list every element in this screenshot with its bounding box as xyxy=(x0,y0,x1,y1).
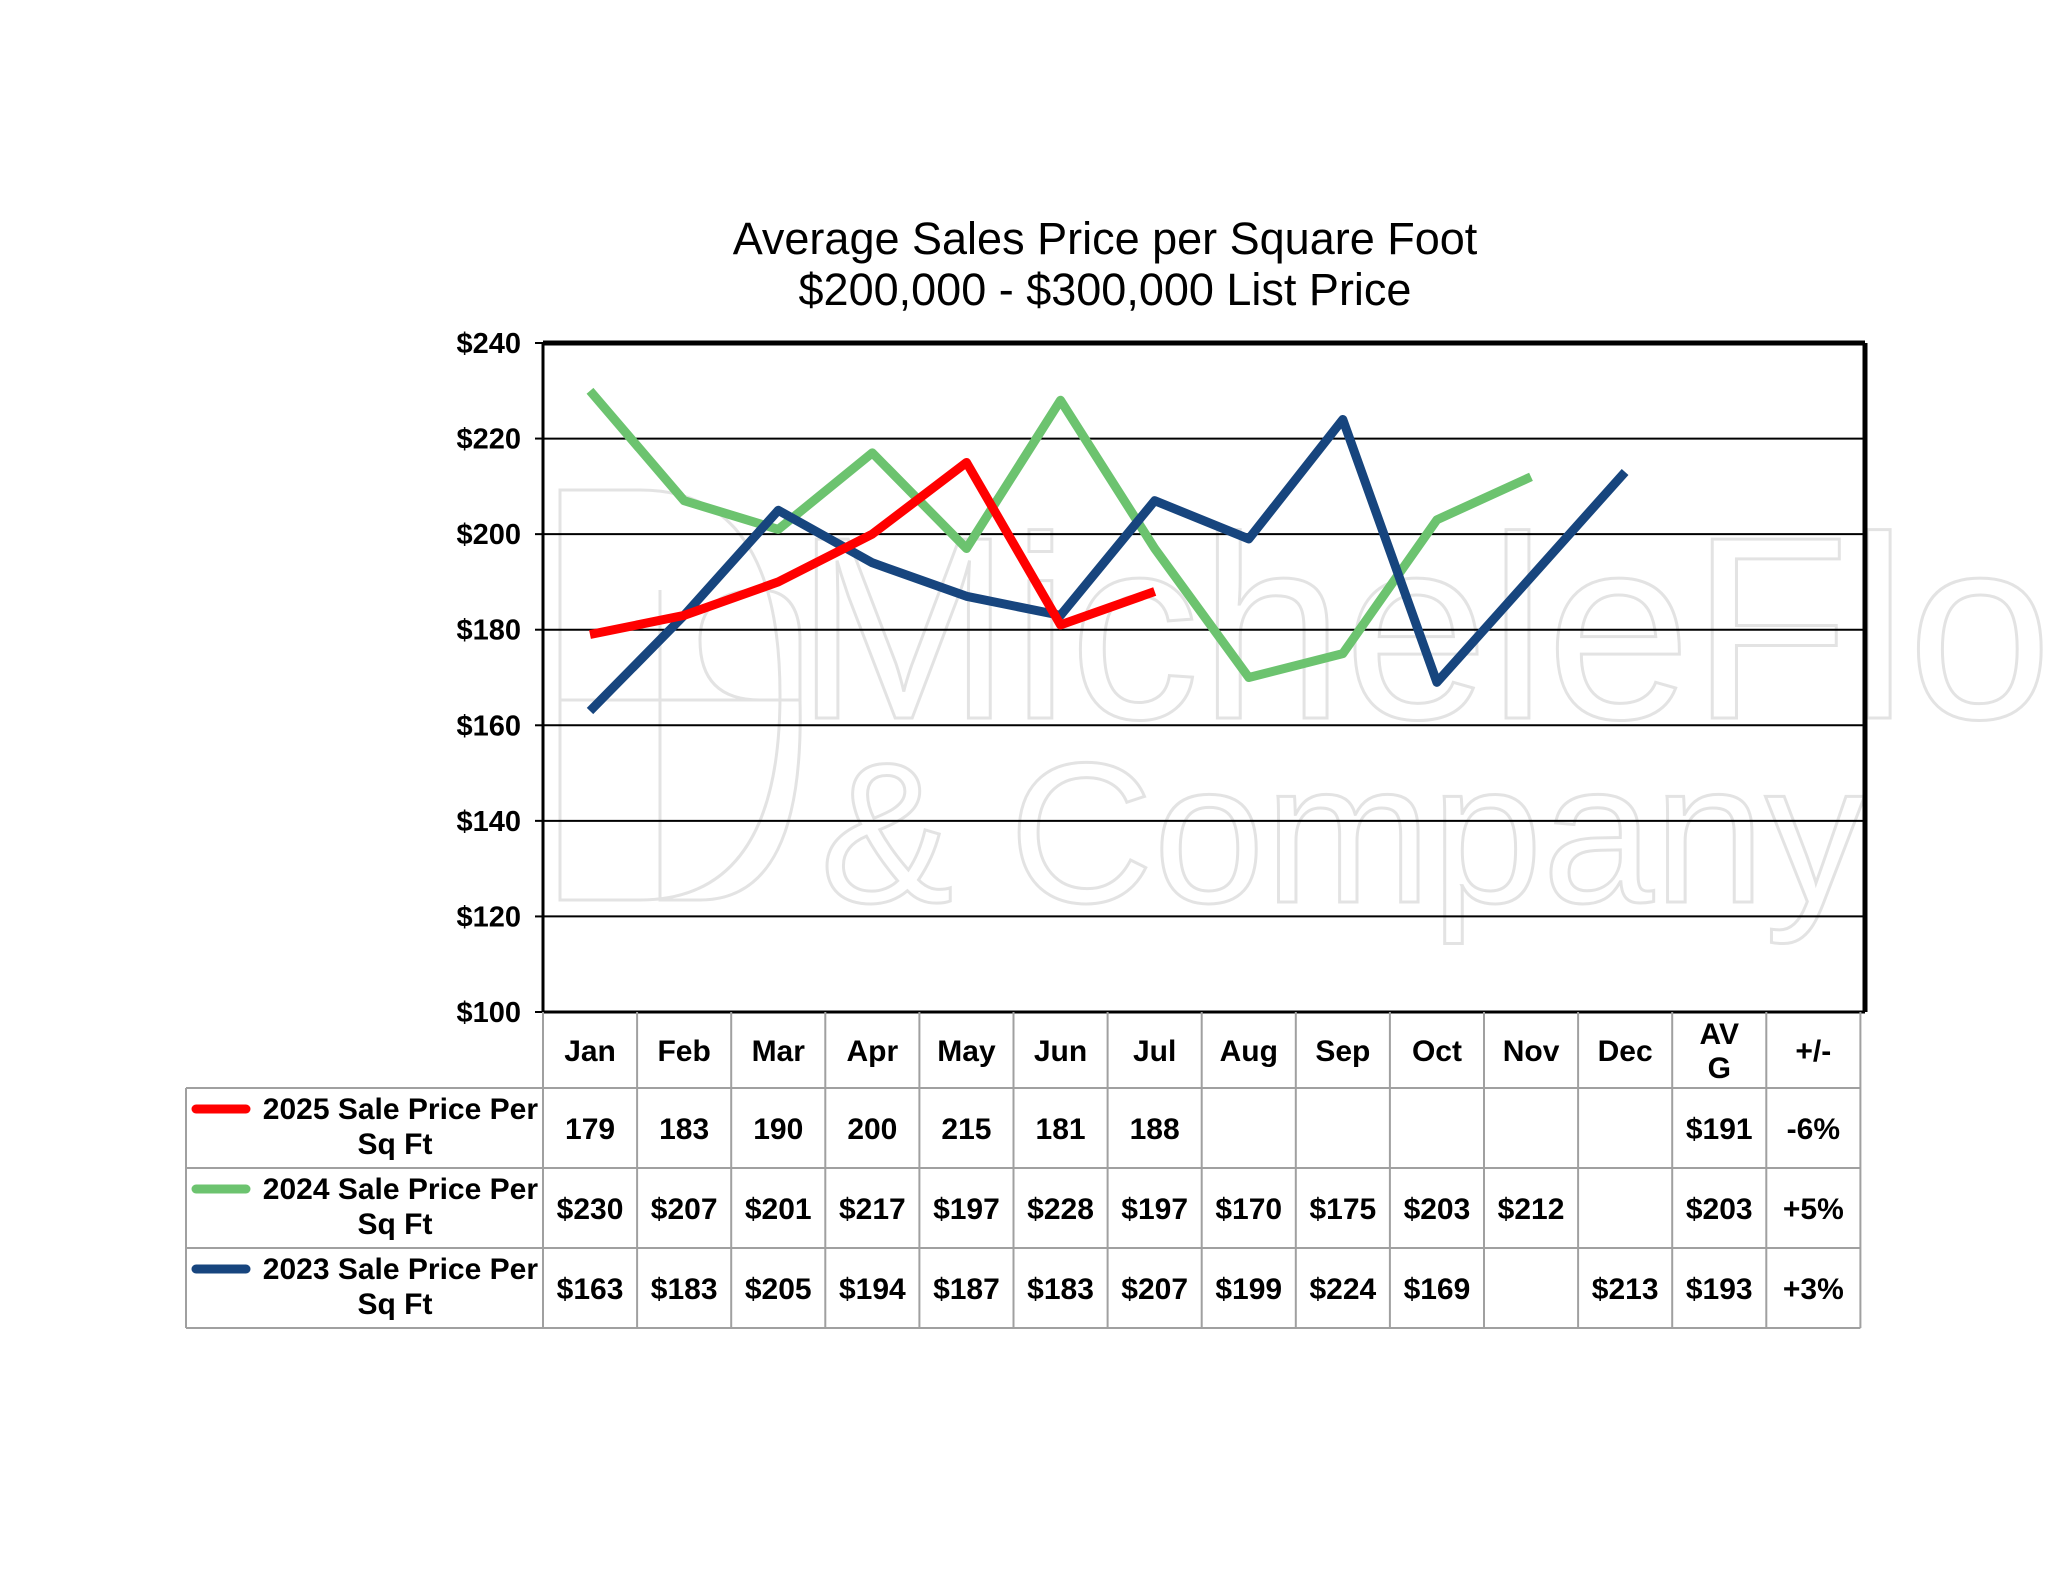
x-tick-label: Dec xyxy=(1598,1035,1653,1068)
x-tick-label: Mar xyxy=(752,1035,806,1068)
avg-header: AV xyxy=(1700,1018,1739,1051)
y-tick-label: $200 xyxy=(456,519,521,551)
change-value: +3% xyxy=(1783,1273,1844,1306)
legend-label-2-line2: Sq Ft xyxy=(358,1288,433,1321)
data-label: $212 xyxy=(1498,1193,1565,1226)
x-tick-label: Aug xyxy=(1220,1035,1278,1068)
y-tick-label: $140 xyxy=(456,806,521,838)
data-label: $183 xyxy=(1027,1273,1094,1306)
watermark-line2: & Company xyxy=(820,722,1865,945)
watermark-logo: MicheleFlory & Company xyxy=(560,484,2048,945)
avg-value: $203 xyxy=(1686,1193,1753,1226)
legend-label-1-line2: Sq Ft xyxy=(358,1208,433,1241)
data-label: $203 xyxy=(1404,1193,1471,1226)
data-label: $194 xyxy=(839,1273,906,1306)
x-tick-label: May xyxy=(937,1035,996,1068)
data-label: $199 xyxy=(1215,1273,1282,1306)
change-value: -6% xyxy=(1787,1113,1840,1146)
change-value: +5% xyxy=(1783,1193,1844,1226)
data-label: $201 xyxy=(745,1193,812,1226)
data-label: $197 xyxy=(1121,1193,1188,1226)
data-label: 215 xyxy=(941,1113,991,1146)
y-tick-label: $120 xyxy=(456,901,521,933)
data-label: $170 xyxy=(1215,1193,1282,1226)
avg-header-line2: G xyxy=(1708,1052,1731,1085)
x-tick-label: Feb xyxy=(657,1035,710,1068)
legend-label-0-line2: Sq Ft xyxy=(358,1128,433,1161)
x-tick-label: Jul xyxy=(1133,1035,1176,1068)
data-label: $213 xyxy=(1592,1273,1659,1306)
data-label: 179 xyxy=(565,1113,615,1146)
x-tick-label: Jun xyxy=(1034,1035,1087,1068)
avg-value: $191 xyxy=(1686,1113,1753,1146)
x-tick-label: Sep xyxy=(1315,1035,1370,1068)
data-label: $183 xyxy=(651,1273,718,1306)
legend-label-1: 2024 Sale Price Per xyxy=(263,1173,539,1206)
data-label: $224 xyxy=(1309,1273,1376,1306)
data-label: 183 xyxy=(659,1113,709,1146)
data-label: $175 xyxy=(1309,1193,1376,1226)
change-header: +/- xyxy=(1795,1035,1831,1068)
data-label: 188 xyxy=(1130,1113,1180,1146)
data-label: $187 xyxy=(933,1273,1000,1306)
watermark-emblem xyxy=(560,490,800,900)
chart-subtitle: $200,000 - $300,000 List Price xyxy=(799,264,1412,315)
data-label: 190 xyxy=(753,1113,803,1146)
data-label: $207 xyxy=(1121,1273,1188,1306)
data-label: $228 xyxy=(1027,1193,1094,1226)
avg-value: $193 xyxy=(1686,1273,1753,1306)
y-tick-label: $180 xyxy=(456,615,521,647)
y-tick-label: $100 xyxy=(456,997,521,1029)
legend-label-2: 2023 Sale Price Per xyxy=(263,1253,539,1286)
data-label: $197 xyxy=(933,1193,1000,1226)
data-label: $207 xyxy=(651,1193,718,1226)
y-tick-label: $220 xyxy=(456,424,521,456)
data-label: $205 xyxy=(745,1273,812,1306)
y-tick-label: $240 xyxy=(456,328,521,360)
x-tick-label: Oct xyxy=(1412,1035,1462,1068)
y-tick-label: $160 xyxy=(456,710,521,742)
data-label: $163 xyxy=(557,1273,624,1306)
data-label: 181 xyxy=(1036,1113,1086,1146)
data-label: $217 xyxy=(839,1193,906,1226)
x-tick-label: Jan xyxy=(564,1035,616,1068)
data-table: Jan Feb Mar Apr May Jun Jul Aug Sep Oct Nov Dec AVG +… xyxy=(186,1012,1860,1328)
chart-title: Average Sales Price per Square Foot xyxy=(733,213,1478,264)
data-label: 200 xyxy=(847,1113,897,1146)
data-label: $169 xyxy=(1404,1273,1471,1306)
x-tick-label: Apr xyxy=(847,1035,899,1068)
data-label: $230 xyxy=(557,1193,624,1226)
x-tick-label: Nov xyxy=(1503,1035,1560,1068)
legend-label-0: 2025 Sale Price Per xyxy=(263,1093,539,1126)
